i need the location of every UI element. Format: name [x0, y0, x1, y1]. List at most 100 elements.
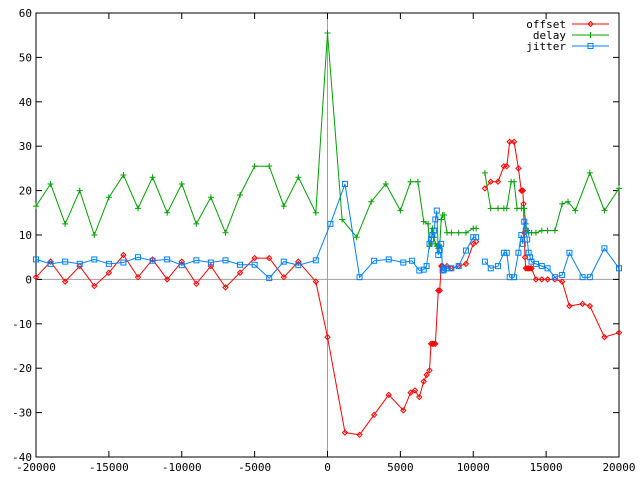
data-point-offset — [324, 333, 331, 341]
data-point-jitter — [120, 259, 127, 266]
data-point-jitter — [295, 262, 302, 269]
data-point-delay — [207, 194, 214, 201]
y-tick-label: -40 — [12, 451, 32, 464]
data-point-jitter — [506, 274, 513, 281]
data-point-delay — [420, 218, 427, 225]
data-point-jitter — [522, 227, 529, 234]
data-point-delay — [564, 198, 571, 205]
x-tick-label: 5000 — [387, 461, 414, 474]
data-point-jitter — [511, 274, 518, 281]
data-point-offset — [432, 340, 439, 347]
x-tick-label: -15000 — [89, 461, 129, 474]
data-point-offset — [544, 276, 551, 283]
data-point-offset — [91, 282, 98, 290]
data-point-jitter — [356, 274, 363, 281]
x-tick-label: -10000 — [162, 461, 202, 474]
data-point-jitter — [487, 265, 494, 272]
data-point-jitter — [426, 240, 433, 247]
data-point-jitter — [91, 256, 98, 263]
data-point-delay — [33, 203, 39, 210]
series-line-delay — [35, 32, 477, 250]
legend-label-delay: delay — [533, 29, 566, 42]
data-point-offset — [385, 391, 392, 399]
data-point-delay — [295, 174, 302, 181]
data-point-jitter — [178, 262, 185, 269]
data-point-jitter — [444, 265, 451, 272]
data-point-offset — [76, 262, 83, 270]
data-point-delay — [473, 225, 480, 232]
data-point-jitter — [207, 259, 214, 266]
data-point-delay — [559, 200, 566, 207]
data-point-delay — [62, 220, 69, 227]
y-tick-label: 40 — [19, 96, 32, 109]
data-point-offset — [494, 178, 502, 185]
data-point-jitter — [527, 254, 534, 261]
data-point-jitter — [481, 258, 488, 265]
data-point-jitter — [436, 247, 443, 254]
data-point-jitter — [47, 260, 54, 267]
x-tick-label: 0 — [324, 461, 331, 474]
x-tick-label: -20000 — [16, 461, 56, 474]
data-point-offset — [370, 411, 378, 419]
data-point-delay — [586, 169, 593, 176]
series-line-delay — [484, 171, 620, 234]
data-point-jitter — [495, 263, 502, 270]
data-point-offset — [134, 273, 142, 281]
data-point-jitter — [222, 257, 229, 264]
data-point-offset — [341, 429, 349, 436]
data-point-jitter — [435, 251, 442, 258]
series-line-offset — [35, 241, 477, 436]
data-point-jitter — [251, 261, 258, 268]
data-point-offset — [407, 389, 414, 396]
data-point-jitter — [544, 265, 551, 272]
data-point-jitter — [521, 218, 528, 225]
data-point-offset — [487, 178, 494, 185]
data-point-delay — [407, 178, 414, 185]
data-point-offset — [400, 407, 407, 414]
data-point-offset — [579, 300, 586, 308]
data-point-offset — [472, 238, 480, 245]
data-point-offset — [528, 265, 535, 272]
data-point-offset — [420, 378, 427, 385]
data-point-offset — [251, 254, 258, 262]
data-point-offset — [510, 138, 518, 145]
data-point-offset — [601, 333, 608, 341]
data-point-jitter — [538, 263, 545, 270]
data-point-jitter — [586, 274, 593, 281]
data-point-delay — [164, 209, 171, 216]
data-point-offset — [615, 329, 623, 336]
data-point-delay — [382, 180, 389, 187]
data-point-jitter — [135, 254, 142, 261]
data-point-delay — [135, 205, 142, 212]
data-point-jitter — [551, 274, 558, 281]
data-point-jitter — [409, 257, 416, 264]
data-point-offset — [538, 276, 545, 283]
data-point-offset — [521, 253, 529, 261]
data-point-jitter — [616, 265, 622, 272]
series-offset — [32, 138, 623, 439]
data-point-jitter — [427, 236, 434, 243]
data-point-delay — [105, 194, 112, 201]
data-point-delay — [616, 185, 622, 192]
data-point-delay — [425, 220, 432, 227]
data-point-delay — [312, 209, 319, 216]
legend-marker-offset — [587, 20, 594, 28]
x-tick-label: -5000 — [238, 461, 271, 474]
legend-label-offset: offset — [526, 18, 566, 31]
series-line-offset — [484, 141, 620, 338]
data-point-offset — [526, 265, 534, 272]
y-tick-label: 20 — [19, 185, 32, 198]
data-point-offset — [416, 393, 423, 401]
data-point-offset — [295, 258, 302, 265]
data-point-offset — [61, 278, 69, 285]
data-point-jitter — [237, 261, 244, 268]
data-point-offset — [356, 431, 363, 439]
data-point-jitter — [432, 216, 439, 223]
data-point-jitter — [438, 240, 445, 247]
data-point-delay — [487, 205, 494, 212]
data-point-offset — [178, 258, 185, 265]
y-tick-label: 50 — [19, 51, 32, 64]
data-point-offset — [411, 387, 419, 394]
